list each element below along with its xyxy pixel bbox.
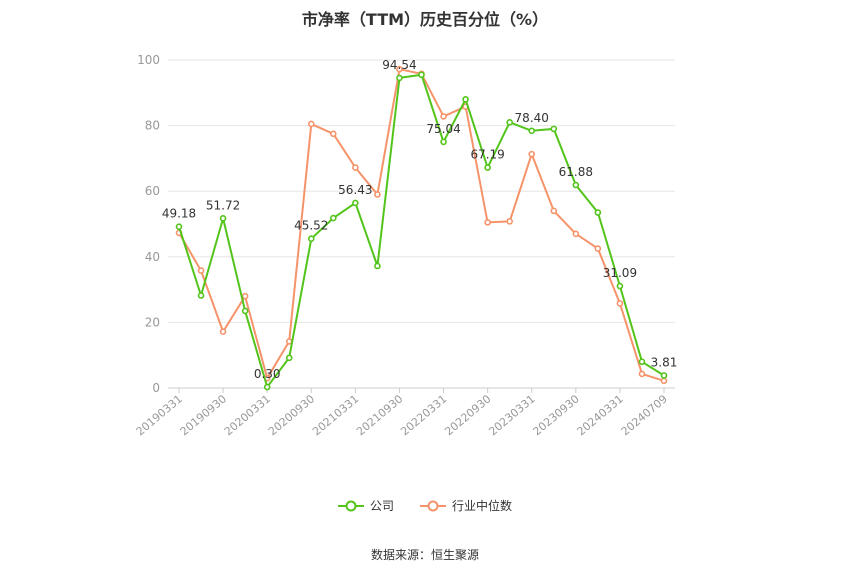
x-tick-label: 20230331 (486, 392, 537, 438)
data-point-industry-median (440, 113, 447, 120)
y-tick-label: 20 (145, 315, 160, 329)
x-tick-label: 20240709 (619, 392, 670, 438)
x-tick-label: 20220930 (442, 392, 493, 438)
data-point-company (440, 138, 447, 146)
data-point-company (660, 372, 668, 379)
series-line-company (178, 73, 665, 388)
x-tick-label: 20200930 (266, 392, 317, 438)
x-tick-label: 20220331 (398, 392, 449, 438)
data-point-company (197, 292, 205, 299)
data-point-industry-median (374, 191, 381, 198)
data-point-industry-median (528, 150, 536, 158)
data-point-company (219, 215, 227, 222)
data-point-company (462, 96, 469, 103)
legend-label-industry-median: 行业中位数 (452, 499, 513, 513)
data-point-industry-median (197, 267, 205, 274)
y-tick-label: 100 (137, 53, 160, 67)
data-point-company (418, 71, 425, 79)
data-point-company (263, 383, 271, 391)
data-label: 45.52 (294, 219, 328, 233)
data-label: 3.81 (651, 356, 678, 370)
data-point-company (638, 358, 646, 366)
x-tick-label: 20210331 (310, 392, 361, 438)
data-point-industry-median (638, 370, 646, 378)
axis-layer: 0 20 40 60 80 100 2019033120190930202003312020… (134, 53, 670, 438)
legend-line-circle-icon (337, 500, 364, 511)
data-point-company (396, 74, 403, 82)
grid-layer (168, 59, 675, 389)
legend: 公司 行业中位数 (0, 497, 850, 514)
data-point-company (528, 127, 536, 135)
data-point-company (330, 214, 337, 222)
data-point-company (484, 164, 491, 171)
data-label: 94.54 (382, 58, 416, 72)
x-tick-label: 20190930 (178, 392, 229, 438)
data-point-industry-median (219, 328, 227, 335)
data-point-company (616, 282, 624, 290)
x-tick-label: 20200331 (222, 392, 273, 438)
x-tick-label: 20190331 (134, 392, 185, 438)
data-label: 75.04 (426, 122, 460, 136)
chart-title: 市净率（TTM）历史百分位（%） (301, 10, 549, 29)
y-tick-label: 60 (145, 184, 160, 198)
data-point-industry-median (550, 207, 558, 215)
data-point-company (572, 181, 580, 189)
data-point-company (175, 223, 183, 230)
data-point-industry-median (330, 130, 337, 138)
x-tick-label: 20210930 (354, 392, 405, 438)
data-point-company (594, 209, 602, 216)
data-point-company (506, 119, 513, 126)
label-layer: 49.18 51.72 0.30 45.52 56.43 94.54 75.04 67.19 7… (162, 58, 678, 381)
data-point-industry-median (307, 120, 315, 128)
data-point-company (352, 199, 359, 207)
data-point-industry-median (594, 245, 602, 252)
data-point-industry-median (241, 292, 249, 300)
data-point-industry-median (352, 164, 359, 171)
legend-line-circle-icon (420, 500, 446, 511)
data-label: 56.43 (338, 183, 372, 197)
data-label: 51.72 (206, 198, 240, 212)
data-label: 31.09 (603, 266, 637, 280)
data-point-company (285, 354, 293, 362)
data-point-company (550, 125, 558, 133)
x-tick-label: 20230930 (530, 392, 581, 438)
data-point-company (241, 307, 249, 315)
y-tick-label: 0 (152, 381, 160, 395)
data-label: 78.40 (515, 111, 549, 125)
x-tick-label: 20240331 (575, 392, 626, 438)
data-label: 49.18 (162, 207, 196, 221)
data-label: 0.30 (254, 367, 281, 381)
source-note: 数据来源：恒生聚源 (370, 548, 479, 562)
y-tick-label: 80 (145, 119, 160, 133)
legend-label-company: 公司 (369, 499, 394, 513)
data-point-company (374, 262, 381, 270)
data-point-industry-median (396, 65, 403, 73)
data-point-industry-median (572, 230, 580, 238)
series-layer (175, 65, 668, 391)
legend-item-company[interactable]: 公司 (337, 497, 394, 514)
data-point-industry-median (660, 377, 668, 385)
data-point-industry-median (616, 300, 624, 307)
data-point-company (307, 235, 315, 242)
legend-item-industry-median[interactable]: 行业中位数 (420, 497, 512, 514)
data-label: 61.88 (559, 165, 593, 179)
data-point-industry-median (484, 219, 491, 226)
y-tick-label: 40 (145, 250, 160, 264)
data-point-industry-median (506, 218, 513, 225)
data-label: 67.19 (470, 148, 504, 162)
